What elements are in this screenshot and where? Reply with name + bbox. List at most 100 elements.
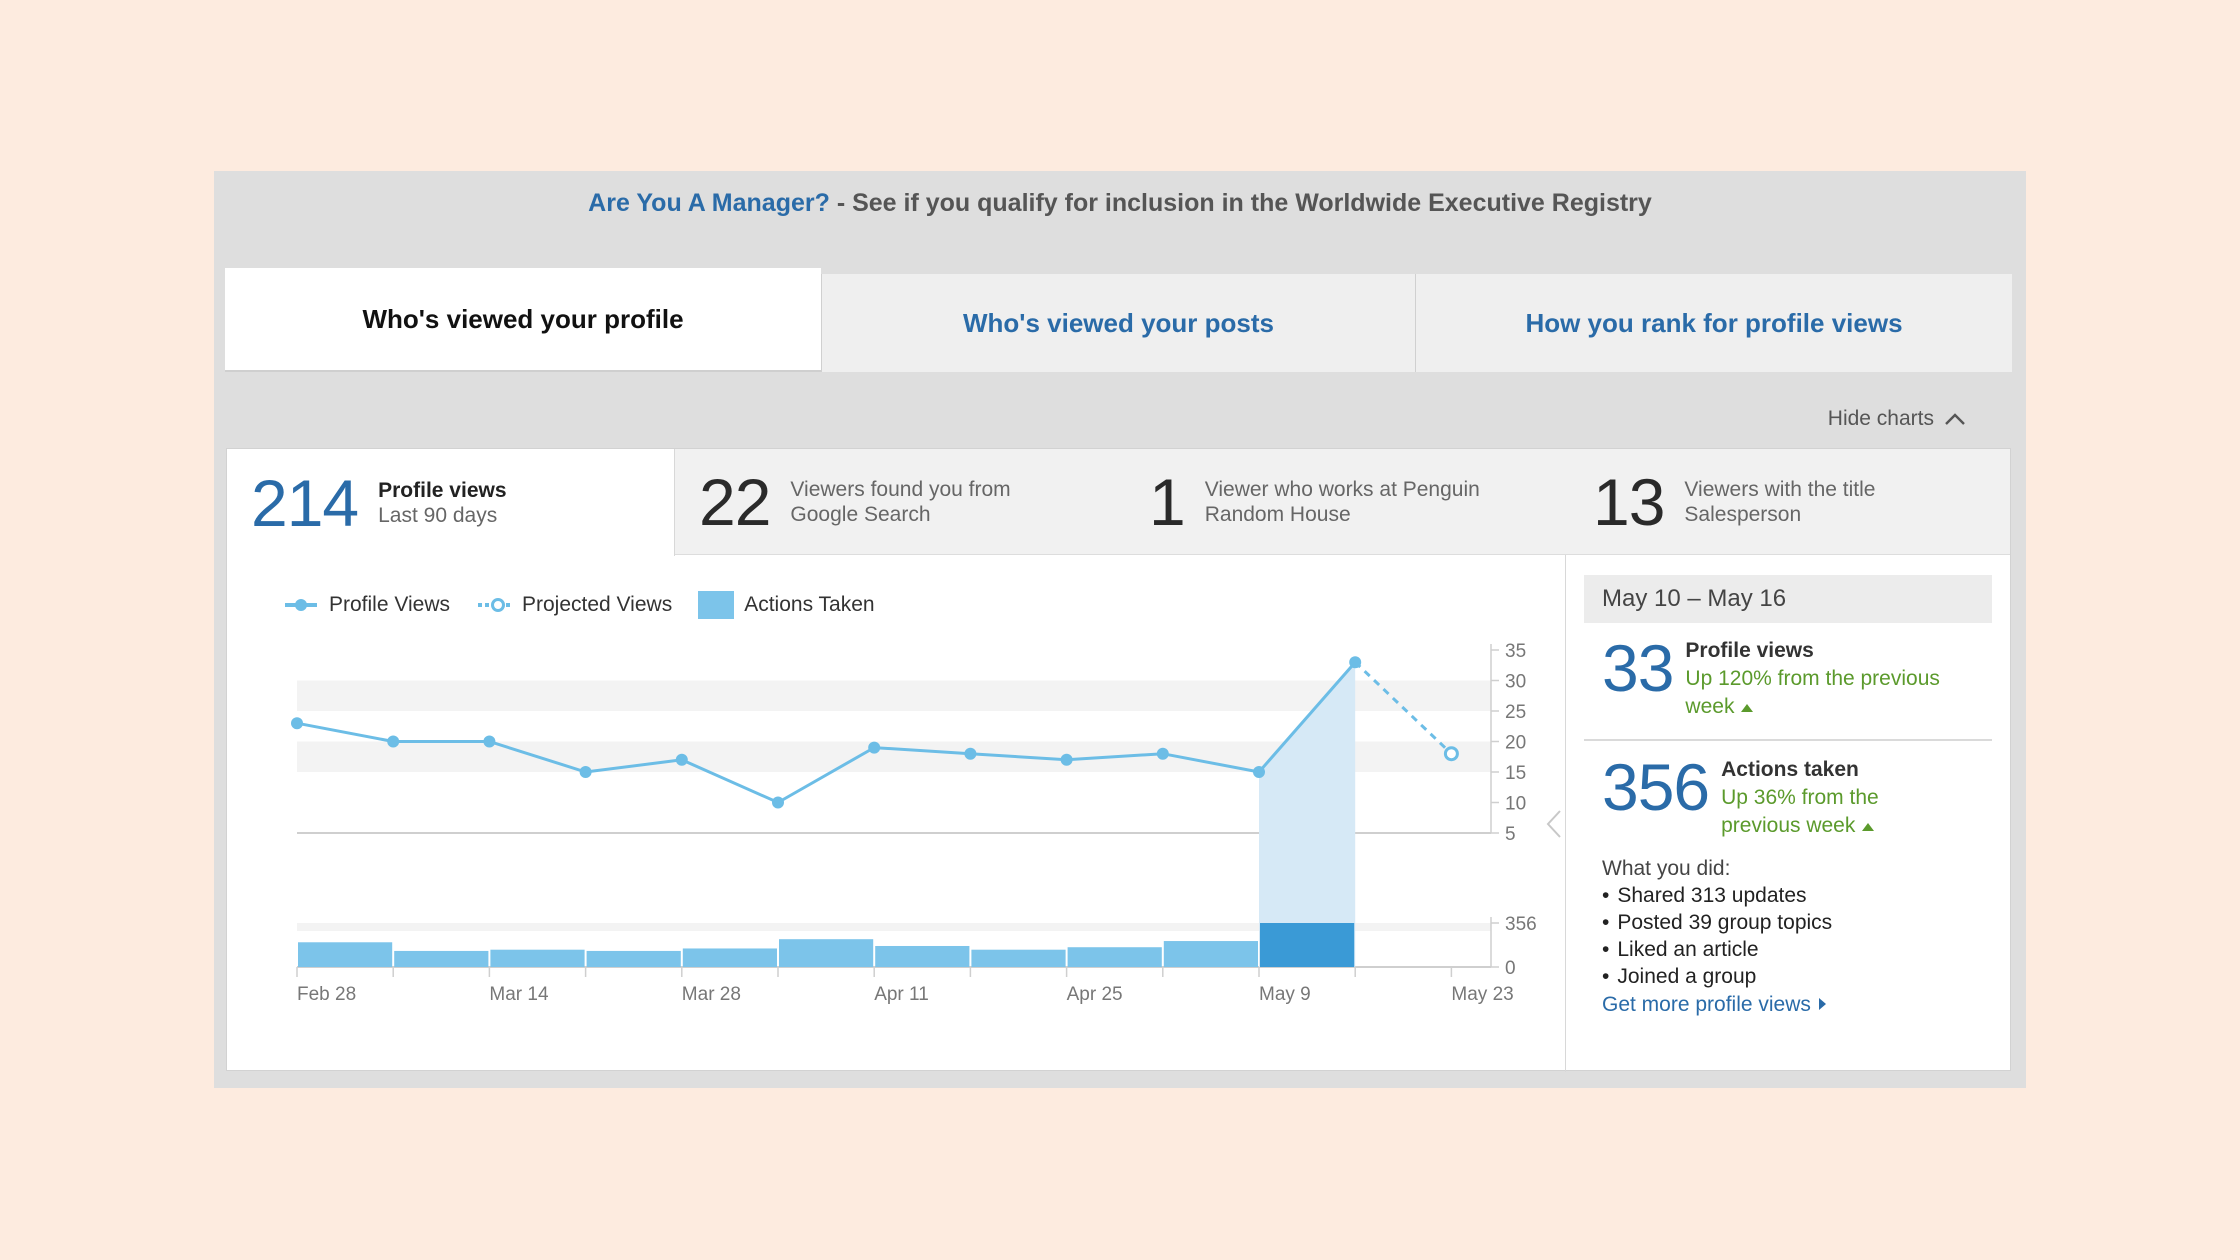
x-tick-label: Apr 25 <box>1067 984 1123 1005</box>
y-tick-label: 15 <box>1505 763 1526 784</box>
y-tick-label: 10 <box>1505 794 1526 815</box>
tab-profile-rank[interactable]: How you rank for profile views <box>1415 274 2012 372</box>
actions-bar <box>298 942 393 967</box>
weekly-actions-taken: 356 Actions taken Up 36% from the previo… <box>1602 750 1879 840</box>
legend-label: Actions Taken <box>744 593 875 616</box>
metric-number: 33 <box>1602 631 1674 705</box>
stat-line2: Last 90 days <box>378 503 498 527</box>
dashed-line-marker-icon <box>478 598 510 612</box>
profile-views-chart: 5 10 15 20 25 30 35 356 0 Feb 28 Mar 14 Mar 28 Apr 1… <box>291 641 1537 1005</box>
profile-views-point <box>483 735 496 748</box>
executive-registry-banner[interactable]: Are You A Manager? - See if you qualify … <box>214 171 2026 235</box>
stat-number: 22 <box>699 465 771 539</box>
activity-item: Shared 313 updates <box>1602 882 1832 909</box>
tab-profile-viewers[interactable]: Who's viewed your profile <box>225 268 821 370</box>
stat-number: 1 <box>1149 465 1186 539</box>
actions-bar <box>1260 923 1355 967</box>
divider <box>1584 739 1992 741</box>
y-tick-label: 35 <box>1505 641 1526 662</box>
stat-line1: Profile views <box>378 478 507 502</box>
metric-text: Actions taken Up 36% from the previous w… <box>1721 756 1879 840</box>
stat-description: Profile views Last 90 days <box>378 478 506 528</box>
actions-bar <box>779 939 874 967</box>
y-tick-label: 25 <box>1505 702 1526 723</box>
x-tick-label: Feb 28 <box>297 984 356 1005</box>
chevron-left-icon <box>1546 810 1561 838</box>
x-tick-label: Mar 28 <box>682 984 741 1005</box>
actions-bar <box>586 950 681 967</box>
legend-actions-taken[interactable]: Actions Taken <box>698 591 875 619</box>
profile-views-point <box>964 747 977 760</box>
profile-views-point <box>579 766 592 778</box>
stat-number: 13 <box>1593 465 1665 539</box>
legend-label: Profile Views <box>329 593 450 616</box>
actions-bar <box>875 945 970 967</box>
x-tick-label: Apr 11 <box>874 984 929 1005</box>
solid-line-marker-icon <box>285 599 317 611</box>
metric-change-cont: week <box>1685 695 1735 718</box>
profile-stats-panel: Are You A Manager? - See if you qualify … <box>214 171 2026 1088</box>
metric-label: Actions taken <box>1721 758 1859 781</box>
trend-up-icon <box>1741 704 1754 712</box>
stat-company[interactable]: 1 Viewer who works at Penguin Random Hou… <box>1115 449 1555 555</box>
stat-line1: Viewers with the title <box>1684 478 1876 501</box>
activity-item: Posted 39 group topics <box>1602 909 1832 936</box>
hide-charts-toggle[interactable]: Hide charts <box>1828 407 1966 431</box>
legend-label: Projected Views <box>522 593 673 616</box>
y-tick-label: 30 <box>1505 672 1526 693</box>
profile-views-point <box>1156 747 1169 760</box>
banner-text: - See if you qualify for inclusion in th… <box>829 189 1652 217</box>
bar-y-tick-label: 356 <box>1505 914 1537 935</box>
projected-views-line <box>1354 661 1453 755</box>
stat-google-search[interactable]: 22 Viewers found you from Google Search <box>675 449 1115 555</box>
stat-description: Viewers found you from Google Search <box>790 477 1010 527</box>
profile-views-point <box>1060 753 1073 766</box>
legend-projected-views[interactable]: Projected Views <box>476 593 672 617</box>
metric-text: Profile views Up 120% from the previous … <box>1685 637 1939 721</box>
projected-views-point <box>1443 746 1459 762</box>
y-tick-label: 20 <box>1505 733 1526 754</box>
actions-bar <box>971 949 1066 967</box>
trend-up-icon <box>1862 823 1875 831</box>
stat-title[interactable]: 13 Viewers with the title Salesperson <box>1555 449 2012 555</box>
profile-views-point <box>772 796 784 809</box>
activity-item: Joined a group <box>1602 963 1832 990</box>
activity-list: What you did: Shared 313 updates Posted … <box>1602 855 1832 990</box>
more-link-label: Get more profile views <box>1602 993 1811 1016</box>
stats-strip: 214 Profile views Last 90 days 22 Viewer… <box>227 449 2012 556</box>
actions-bar <box>394 950 489 967</box>
bar-swatch-icon <box>698 591 735 619</box>
grid-band <box>297 680 1491 711</box>
stat-profile-views[interactable]: 214 Profile views Last 90 days <box>227 449 675 556</box>
legend-profile-views[interactable]: Profile Views <box>283 593 450 617</box>
week-range: May 10 – May 16 <box>1584 575 1992 623</box>
metric-label: Profile views <box>1685 639 1814 662</box>
x-tick-label: Mar 14 <box>489 984 549 1005</box>
tab-bar: Who's viewed your profile Who's viewed y… <box>225 268 2012 372</box>
stat-number: 214 <box>251 465 359 540</box>
weekly-profile-views: 33 Profile views Up 120% from the previo… <box>1602 631 1940 721</box>
get-more-views-link[interactable]: Get more profile views <box>1602 993 1827 1017</box>
stat-line2: Google Search <box>790 503 931 526</box>
stats-card: 214 Profile views Last 90 days 22 Viewer… <box>226 448 2012 1072</box>
bar-y-tick-label: 0 <box>1505 958 1516 979</box>
actions-bar <box>682 948 777 967</box>
tab-post-viewers[interactable]: Who's viewed your posts <box>821 274 1415 372</box>
profile-views-point <box>868 741 881 754</box>
activity-items: Shared 313 updates Posted 39 group topic… <box>1602 882 1832 990</box>
activity-heading: What you did: <box>1602 857 1731 880</box>
profile-views-point <box>1253 766 1265 778</box>
metric-number: 356 <box>1602 750 1710 824</box>
highlight-area <box>1259 662 1356 967</box>
stat-description: Viewers with the title Salesperson <box>1684 477 1875 527</box>
chart-area: Profile Views Projected Views Actions Ta… <box>227 555 1565 1072</box>
banner-link[interactable]: Are You A Manager? <box>588 189 830 217</box>
stat-line2: Random House <box>1204 503 1351 526</box>
hide-charts-label: Hide charts <box>1827 407 1934 430</box>
profile-views-point <box>675 753 688 766</box>
profile-views-point <box>1349 656 1362 669</box>
caret-right-icon <box>1818 998 1826 1010</box>
actions-bar <box>1163 941 1258 967</box>
chart-legend: Profile Views Projected Views Actions Ta… <box>283 591 901 619</box>
profile-views-point <box>291 717 303 730</box>
